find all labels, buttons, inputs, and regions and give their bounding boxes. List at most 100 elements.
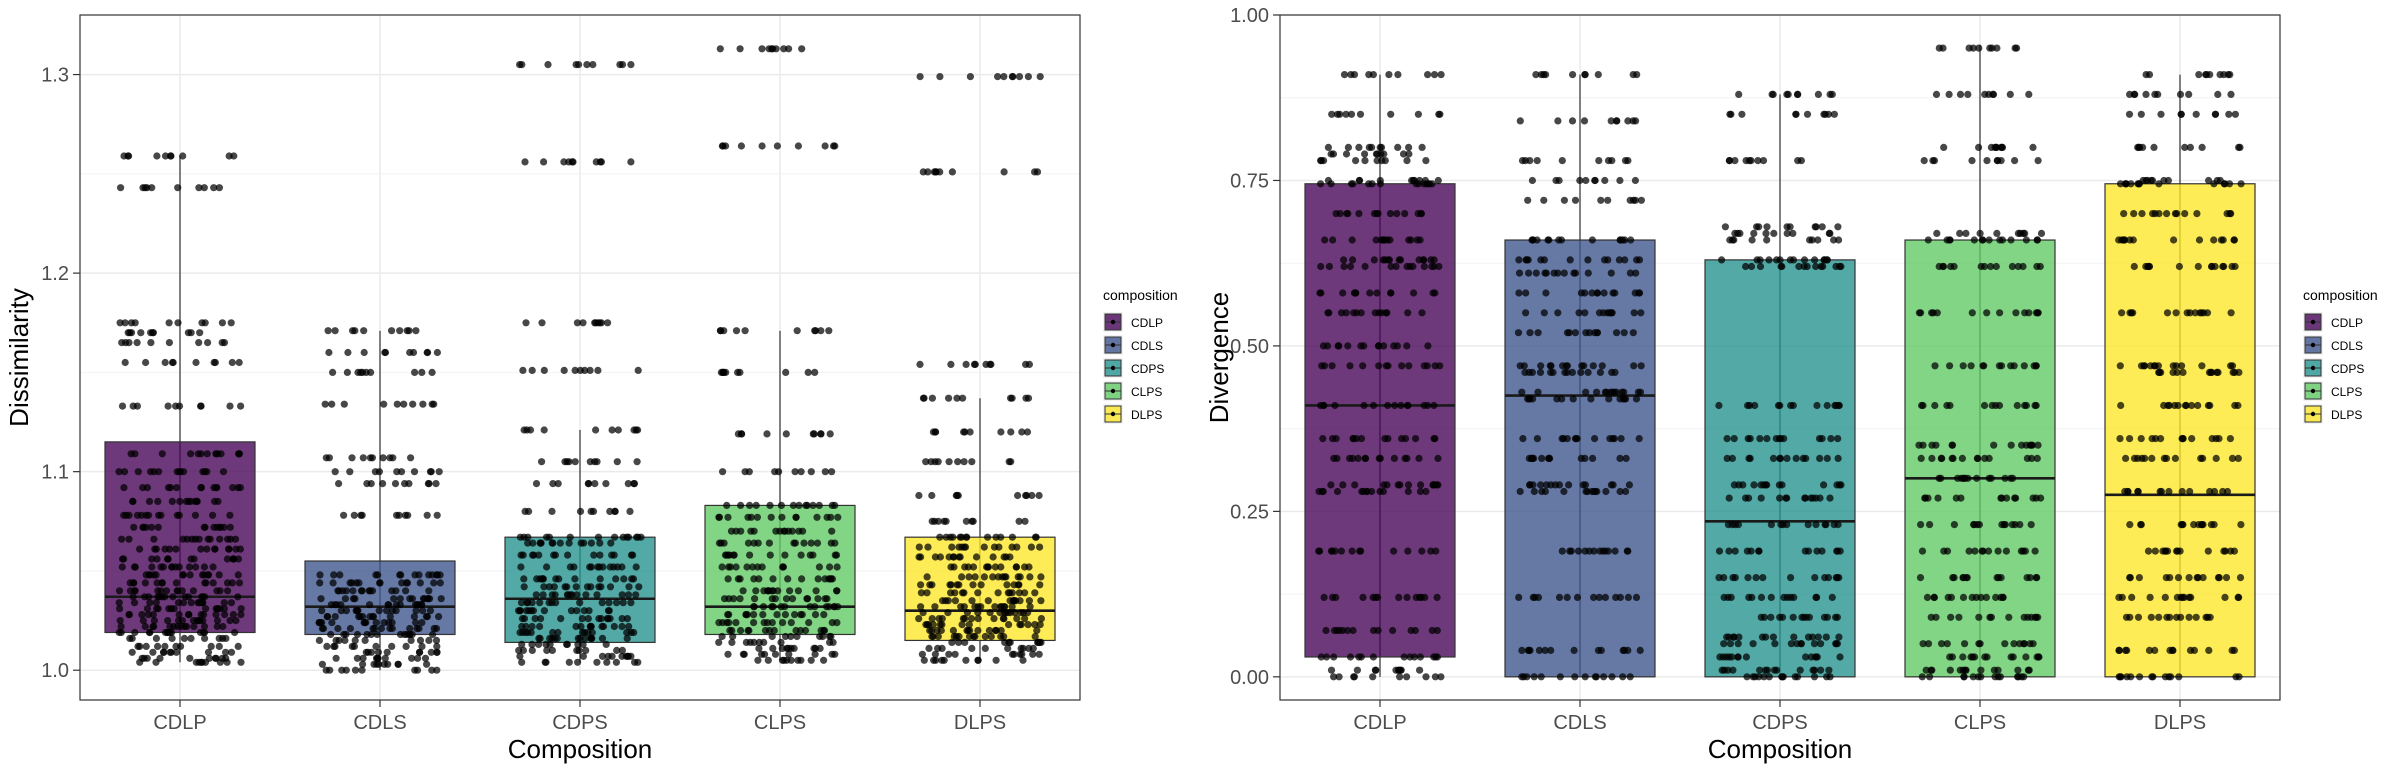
data-point <box>1016 621 1024 629</box>
box-clps <box>1904 44 2056 681</box>
data-point <box>1344 143 1352 151</box>
data-point <box>1000 168 1008 176</box>
legend-label: CDLS <box>1131 339 1163 353</box>
data-point <box>1834 223 1842 231</box>
data-point <box>1997 494 2005 502</box>
data-point <box>782 368 790 376</box>
data-point <box>237 605 245 613</box>
data-point <box>1636 646 1644 655</box>
data-point <box>1949 574 1957 582</box>
data-point <box>931 428 940 436</box>
data-point <box>2220 547 2228 555</box>
data-point <box>830 603 839 611</box>
data-point <box>351 636 359 645</box>
data-point <box>330 571 338 579</box>
data-point <box>1630 309 1638 317</box>
jitter-points <box>1315 71 1445 681</box>
data-point <box>594 319 602 327</box>
data-point <box>761 650 769 658</box>
x-tick-label: DLPS <box>2154 712 2206 734</box>
data-point <box>1835 236 1843 244</box>
data-point <box>1933 229 1941 237</box>
data-point <box>433 666 441 674</box>
data-point <box>1361 157 1369 165</box>
data-point <box>1619 673 1627 681</box>
data-point <box>369 613 377 621</box>
data-point <box>2214 574 2223 582</box>
data-point <box>728 638 736 647</box>
data-point <box>1621 236 1629 244</box>
data-point <box>1830 110 1838 118</box>
data-point <box>118 339 126 347</box>
data-point <box>2204 613 2212 621</box>
data-point <box>1333 487 1342 496</box>
data-point <box>149 329 157 337</box>
legend-entry: CDPS <box>1103 358 1164 378</box>
data-point <box>572 583 580 591</box>
data-point <box>2145 262 2153 271</box>
data-point <box>798 611 806 619</box>
data-point <box>965 621 973 629</box>
data-point <box>1956 229 1964 237</box>
data-point <box>147 468 155 476</box>
data-point <box>1008 73 1017 81</box>
data-point <box>947 589 955 597</box>
data-point <box>549 628 557 637</box>
data-point <box>1932 90 1941 98</box>
data-point <box>1977 666 1985 674</box>
data-point <box>958 621 966 629</box>
data-point <box>1759 157 1768 165</box>
data-point <box>212 450 220 458</box>
y-tick-label: 1.3 <box>41 65 69 87</box>
data-point <box>1563 593 1571 602</box>
data-point <box>131 319 139 327</box>
data-point <box>1828 90 1836 98</box>
data-point <box>2164 401 2172 410</box>
data-point <box>531 615 539 623</box>
data-point <box>928 394 937 402</box>
data-point <box>997 563 1005 571</box>
data-point <box>810 644 818 653</box>
data-point <box>1948 441 1956 449</box>
data-point <box>516 652 524 660</box>
data-point <box>203 468 211 476</box>
data-point <box>1802 613 1810 621</box>
data-point <box>2136 673 2144 681</box>
data-point <box>1814 90 1822 98</box>
data-point <box>1981 90 1989 98</box>
data-point <box>1589 454 1597 462</box>
data-point <box>115 599 123 607</box>
data-point <box>953 491 961 500</box>
data-point <box>605 607 613 615</box>
data-point <box>1431 673 1439 681</box>
data-point <box>724 551 732 559</box>
data-point <box>167 648 175 656</box>
data-point <box>1374 210 1382 218</box>
data-point <box>419 400 427 408</box>
data-point <box>1632 593 1641 602</box>
data-point <box>974 609 982 617</box>
data-point <box>817 430 825 438</box>
data-point <box>118 402 127 410</box>
data-point <box>928 491 936 500</box>
data-point <box>2149 210 2157 218</box>
data-point <box>1947 593 1955 602</box>
data-point <box>955 581 963 589</box>
data-point <box>359 660 367 668</box>
data-point <box>1825 229 1833 237</box>
data-point <box>410 613 418 621</box>
legend-point-mark <box>2310 365 2316 371</box>
data-point <box>1950 262 1958 271</box>
data-point <box>136 545 144 553</box>
data-point <box>2181 143 2189 151</box>
data-point <box>792 513 800 521</box>
data-point <box>196 628 205 637</box>
data-point <box>1589 362 1597 370</box>
data-point <box>1399 150 1408 158</box>
legend-point-mark <box>2310 411 2316 417</box>
data-point <box>1014 573 1022 581</box>
data-point <box>635 583 643 591</box>
data-point <box>1529 236 1537 244</box>
data-point <box>2179 368 2187 376</box>
data-point <box>326 666 334 674</box>
